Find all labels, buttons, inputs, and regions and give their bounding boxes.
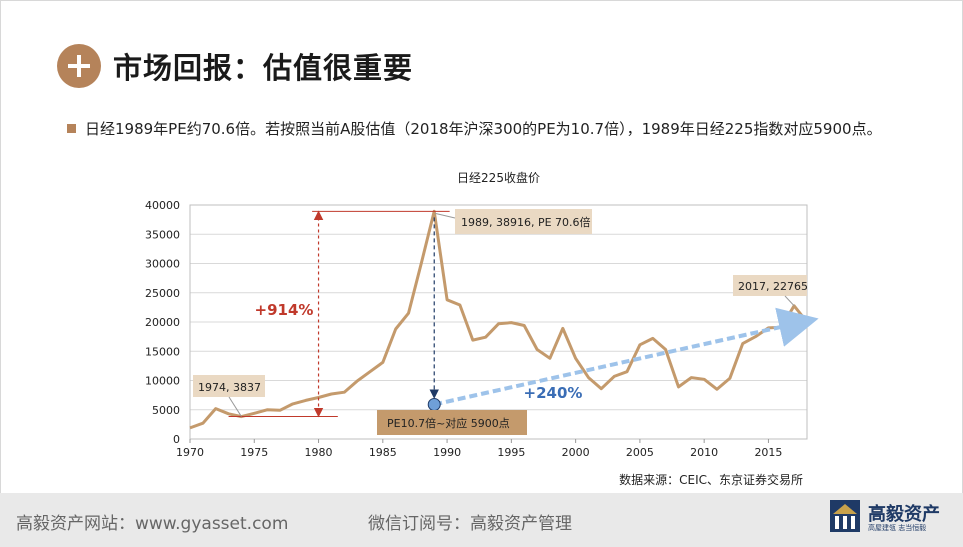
logo-tagline: 高屋建瓴 志当恒毅 — [868, 524, 927, 532]
footer-website[interactable]: 高毅资产网站：www.gyasset.com — [16, 514, 289, 534]
y-tick-label: 35000 — [145, 228, 180, 241]
bullet-text: 日经1989年PE约70.6倍。若按照当前A股估值（2018年沪深300的PE为… — [85, 120, 882, 138]
y-tick-label: 40000 — [145, 199, 180, 212]
y-tick-label: 25000 — [145, 287, 180, 300]
nikkei-series-line — [189, 209, 809, 430]
x-tick-label: 1980 — [305, 446, 333, 459]
title-row: 市场回报：估值很重要 — [57, 44, 413, 88]
rise-label: +914% — [255, 301, 314, 319]
y-tick-label: 15000 — [145, 345, 180, 358]
implied-box-label: PE10.7倍~对应 5900点 — [387, 416, 510, 430]
recent-label-bg — [733, 275, 807, 296]
low-label: 1974, 3837 — [198, 381, 261, 394]
recent-leader — [784, 295, 795, 307]
chart-title: 日经225收盘价 — [457, 170, 540, 185]
source-note: 数据来源：CEIC、东京证券交易所 — [619, 472, 803, 487]
x-tick-label: 1985 — [369, 446, 397, 459]
x-tick-label: 1975 — [240, 446, 268, 459]
x-tick-label: 2010 — [690, 446, 718, 459]
y-tick-label: 10000 — [145, 375, 180, 388]
x-tick-label: 1970 — [176, 446, 204, 459]
peak-leader — [435, 212, 456, 219]
x-tick-label: 2005 — [626, 446, 654, 459]
low-leader — [228, 396, 242, 417]
bullet-square-icon — [67, 124, 76, 133]
bullet-row: 日经1989年PE约70.6倍。若按照当前A股估值（2018年沪深300的PE为… — [67, 118, 882, 139]
x-tick-label: 1995 — [497, 446, 525, 459]
peak-label-bg — [455, 209, 592, 234]
implied-point — [427, 397, 441, 411]
y-tick-label: 5000 — [152, 404, 180, 417]
recent-label: 2017, 22765 — [738, 280, 808, 293]
low-label-bg — [193, 375, 265, 397]
footer-wechat: 微信订阅号：高毅资产管理 — [368, 514, 572, 534]
x-tick-label: 2015 — [754, 446, 782, 459]
footer-bar: 高毅资产网站：www.gyasset.com 微信订阅号：高毅资产管理 高毅资产… — [0, 493, 963, 547]
page-title: 市场回报：估值很重要 — [113, 51, 414, 85]
company-logo-icon — [830, 500, 860, 532]
y-tick-label: 20000 — [145, 316, 180, 329]
x-tick-label: 2000 — [562, 446, 590, 459]
trend-arrow — [433, 307, 819, 407]
plus-icon — [57, 44, 101, 88]
y-tick-label: 30000 — [145, 258, 180, 271]
y-tick-label: 0 — [173, 433, 180, 446]
peak-label: 1989, 38916, PE 70.6倍 — [461, 215, 591, 229]
x-tick-label: 1990 — [433, 446, 461, 459]
logo-name: 高毅资产 — [868, 504, 940, 525]
gain-label: +240% — [524, 384, 583, 402]
implied-box-bg — [377, 410, 527, 435]
